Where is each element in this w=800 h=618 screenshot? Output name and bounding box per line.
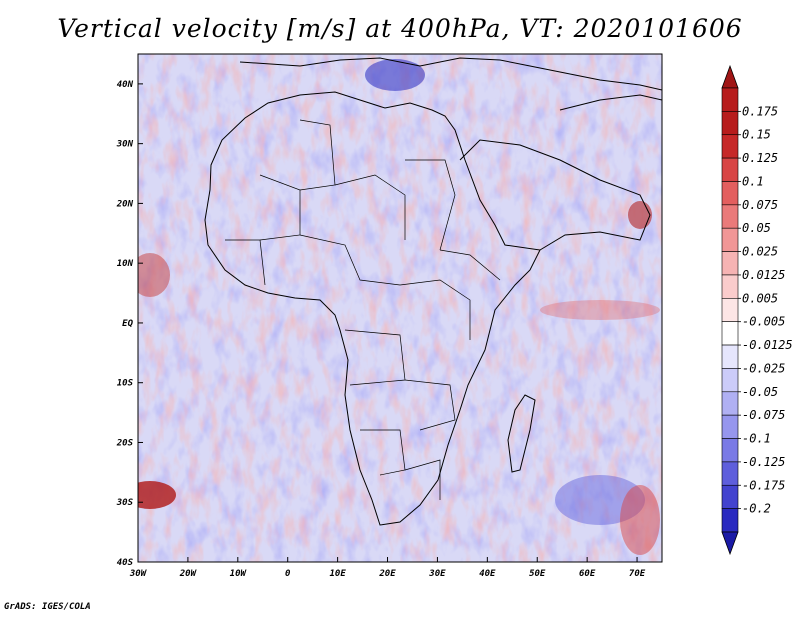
arabia-coastline <box>459 139 651 251</box>
lon-tick-label: 0 <box>285 569 291 579</box>
europe-asia-coastline <box>239 57 662 91</box>
colorbar-label: -0.025 <box>742 361 785 375</box>
colorbar-box <box>721 111 739 136</box>
colorbar-label: 0.125 <box>742 151 778 165</box>
latitude-axis: 40N 30N 20N 10N EQ 10S 20S 30S 40S <box>116 80 143 568</box>
lat-tick-label: 20N <box>116 199 134 209</box>
lat-tick-label: 20S <box>116 438 134 448</box>
colorbar-label: 0.0125 <box>742 268 785 282</box>
colorbar-box <box>721 391 739 416</box>
colorbar-label: -0.175 <box>742 478 785 492</box>
colorbar-bottom-triangle <box>721 531 739 556</box>
lon-tick-label: 10W <box>230 569 248 579</box>
colorbar-box <box>721 461 739 486</box>
lon-tick-label: 60E <box>579 569 596 579</box>
downdraft-patch <box>365 59 425 91</box>
colorbar-box <box>721 298 739 322</box>
lon-tick-label: 70E <box>629 569 646 579</box>
colorbar-label: 0.075 <box>742 198 778 212</box>
africa-coastline <box>204 91 541 526</box>
lon-tick-label: 30E <box>428 569 446 579</box>
lon-tick-label: 20W <box>179 569 198 579</box>
colorbar-label: 0.025 <box>742 245 778 259</box>
updraft-patch <box>628 201 652 229</box>
colorbar-box <box>721 227 739 252</box>
updraft-band <box>540 300 660 320</box>
colorbar-box <box>721 321 739 346</box>
colorbar-box <box>721 484 739 509</box>
lon-tick-label: 10E <box>329 569 346 579</box>
iran-coastline <box>559 94 662 111</box>
colorbar-box <box>721 438 739 463</box>
colorbar-box <box>721 204 739 229</box>
colorbar-label: 0.15 <box>742 128 771 142</box>
colorbar-box <box>721 134 739 159</box>
colorbar-label: 0.005 <box>742 291 778 305</box>
lat-tick-label: EQ <box>122 319 133 329</box>
strong-updraft-patch <box>138 481 176 509</box>
colorbar: 0.175 0.15 0.125 0.1 0.075 0.05 0.025 0.0125 0.0… <box>721 64 793 556</box>
country-borders <box>225 119 501 500</box>
lon-tick-label: 50E <box>529 569 546 579</box>
colorbar-label: -0.1 <box>742 432 771 446</box>
colorbar-box <box>721 251 739 276</box>
lon-tick-label: 40E <box>479 569 496 579</box>
colorbar-label: -0.05 <box>742 385 778 399</box>
colorbar-label: -0.005 <box>742 315 785 329</box>
updraft-patch <box>138 253 170 297</box>
colorbar-box <box>721 87 739 112</box>
updraft-patch <box>620 485 660 555</box>
colorbar-box <box>721 157 739 182</box>
longitude-axis: 30W 20W 10W 0 10E 20E 30E 40E 50E 60E 70E <box>129 557 646 579</box>
lat-tick-label: 30N <box>116 140 134 150</box>
colorbar-label: -0.2 <box>742 502 771 516</box>
colorbar-box <box>721 414 739 439</box>
madagascar-coastline <box>507 394 536 473</box>
colorbar-box <box>721 274 739 299</box>
lon-tick-label: 30W <box>129 569 148 579</box>
colorbar-box <box>721 181 739 206</box>
colorbar-label: 0.05 <box>742 221 771 235</box>
colorbar-top-triangle <box>721 64 739 89</box>
lat-tick-label: 10N <box>117 259 134 269</box>
lat-tick-label: 40S <box>117 558 134 568</box>
chart-title: Vertical velocity [m/s] at 400hPa, VT: 2… <box>57 14 743 43</box>
velocity-field <box>138 54 662 562</box>
colorbar-label: -0.075 <box>742 408 785 422</box>
colorbar-label: 0.1 <box>742 174 764 188</box>
lon-tick-label: 20E <box>378 569 396 579</box>
colorbar-box <box>721 344 739 369</box>
lat-tick-label: 10S <box>117 379 134 389</box>
colorbar-label: 0.175 <box>742 104 778 118</box>
plot-frame <box>137 53 663 563</box>
grads-credit: GrADS: IGES/COLA <box>4 602 91 612</box>
colorbar-label: -0.125 <box>742 455 785 469</box>
lat-tick-label: 30S <box>116 498 134 508</box>
colorbar-label: -0.0125 <box>742 338 793 352</box>
lat-tick-label: 40N <box>117 80 134 90</box>
colorbar-box <box>721 508 739 533</box>
coastlines <box>204 57 662 526</box>
colorbar-box <box>721 368 739 393</box>
